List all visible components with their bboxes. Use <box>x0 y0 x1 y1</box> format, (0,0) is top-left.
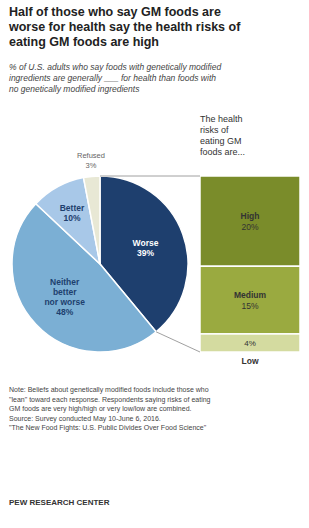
bar-segment <box>200 176 300 266</box>
data-label: 4% <box>244 339 256 348</box>
data-label: 10% <box>64 213 81 223</box>
data-label: 48% <box>56 307 73 317</box>
slice-label: Refused <box>77 151 105 160</box>
data-label: 3% <box>86 161 97 170</box>
bar-title: The healthrisks ofeating GMfoods are... <box>200 114 245 157</box>
slice-label: Worse <box>133 238 159 248</box>
chart: Half of those who say GM foods areworse … <box>0 0 309 528</box>
slice-label: Neitherbetternor worse <box>44 277 85 307</box>
segment-label: Low <box>242 356 259 366</box>
pie-slice <box>84 176 100 264</box>
connector-line <box>156 332 200 352</box>
data-label: 20% <box>241 222 258 232</box>
connector-line <box>100 176 200 177</box>
segment-label: High <box>241 211 260 221</box>
pie <box>12 176 188 352</box>
subtitle: % of U.S. adults who say foods with gene… <box>9 62 221 94</box>
title: Half of those who say GM foods areworse … <box>8 5 241 49</box>
stacked-bar <box>200 176 300 352</box>
data-label: 39% <box>137 248 154 258</box>
source: PEW RESEARCH CENTER <box>9 498 110 507</box>
segment-label: Medium <box>234 290 267 300</box>
slice-label: Better <box>60 203 85 213</box>
note: Note: Beliefs about genetically modified… <box>9 386 211 432</box>
bar-segment <box>200 334 300 352</box>
data-label: 15% <box>241 301 258 311</box>
bar-segment <box>200 266 300 334</box>
